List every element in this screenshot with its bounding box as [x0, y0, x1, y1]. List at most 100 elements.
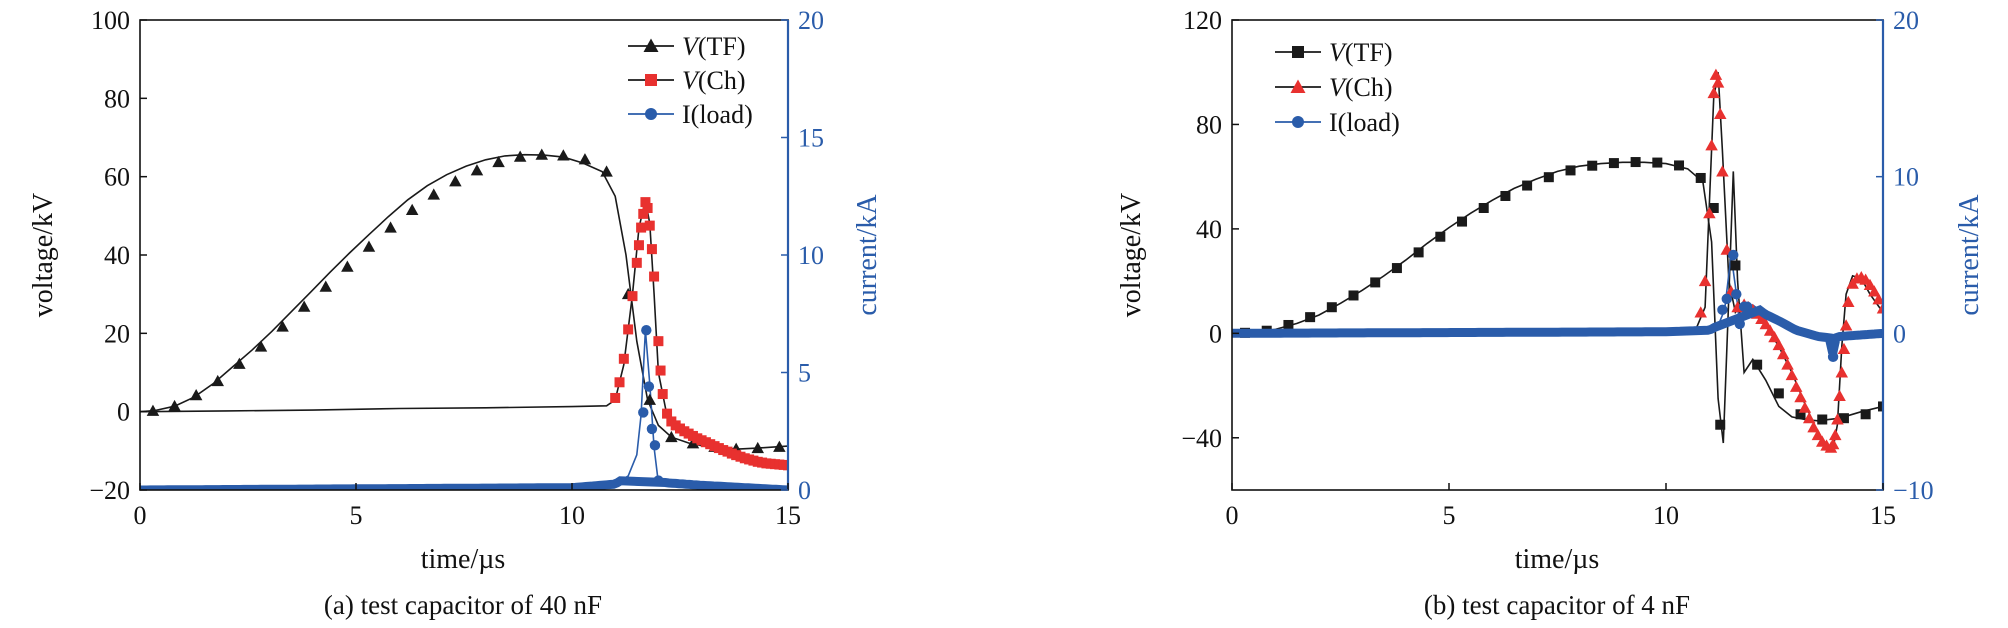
point-b-s0-30	[1860, 409, 1871, 420]
point-a-s1-7	[636, 222, 647, 233]
y2-tick-label-a-3: 15	[798, 124, 824, 153]
y-tick-label-b-2: 40	[1196, 215, 1222, 244]
point-b-s2-3	[1731, 288, 1742, 300]
point-b-s1-6	[1711, 76, 1725, 88]
legend-marker-b-2	[1292, 116, 1304, 128]
point-a-s0-11	[384, 221, 397, 233]
series-band-a-2	[140, 476, 788, 490]
point-a-s1-2	[618, 353, 629, 364]
y2-tick-label-a-0: 0	[798, 476, 811, 505]
axes-b: 0 5 10 15 −40 0 40 80 120 −10 0 10 20	[1181, 6, 1933, 530]
point-b-s1-2	[1703, 206, 1716, 219]
point-a-s0-3	[211, 374, 225, 387]
point-a-s1-4	[627, 291, 638, 302]
point-a-s1-1	[614, 377, 625, 388]
point-b-s0-18	[1630, 157, 1641, 168]
point-a-s1-8	[638, 208, 649, 219]
y2-tick-label-b-0: −10	[1893, 476, 1934, 505]
point-b-s0-27	[1795, 409, 1806, 420]
point-b-s0-21	[1695, 172, 1706, 183]
point-a-s1-14	[653, 336, 664, 347]
point-b-s1-20	[1772, 338, 1786, 351]
caption-b: (b) test capacitor of 4 nF	[1424, 590, 1690, 620]
point-b-s1-39	[1839, 319, 1853, 331]
point-a-s0-0	[146, 404, 160, 416]
point-a-s0-9	[341, 260, 354, 272]
y-tick-label-a-2: 20	[104, 319, 130, 348]
x-axis-label-b: time/µs	[1515, 544, 1600, 575]
point-b-s0-9	[1435, 231, 1446, 242]
legend-marker-a-2	[645, 108, 657, 120]
y-tick-label-a-0: −20	[89, 476, 130, 505]
x-axis-label-a: time/µs	[421, 544, 506, 575]
legend-a: V(TF) V(Ch) I(load)	[628, 32, 753, 129]
point-b-s1-40	[1842, 295, 1855, 307]
point-a-s1-17	[662, 408, 673, 419]
point-b-s0-2	[1283, 319, 1294, 330]
y-axis-label-b: voltage/kV	[1116, 193, 1147, 317]
y-tick-label-b-1: 0	[1209, 319, 1222, 348]
point-b-s1-25	[1794, 391, 1807, 403]
point-b-s1-29	[1811, 428, 1825, 441]
point-a-s0-18	[535, 148, 549, 160]
point-b-s0-14	[1543, 172, 1554, 183]
point-b-s0-26	[1773, 388, 1784, 399]
y2-tick-label-b-2: 10	[1893, 163, 1919, 192]
legend-marker-a-1	[645, 74, 657, 86]
point-a-s0-24	[665, 430, 678, 443]
point-b-s1-21	[1776, 347, 1790, 360]
point-a-s0-20	[578, 153, 592, 165]
point-b-s0-22	[1708, 203, 1719, 213]
y-axis-label-a: voltage/kV	[28, 193, 59, 317]
legend-marker-a-0	[643, 38, 659, 52]
point-b-s0-15	[1565, 165, 1576, 176]
legend-label-a-0: V(TF)	[682, 32, 746, 61]
x-tick-label-a-0: 0	[134, 501, 147, 530]
point-b-s1-18	[1763, 324, 1777, 336]
point-a-s0-1	[168, 399, 181, 412]
point-a-s1-0	[610, 392, 621, 403]
point-a-s0-12	[405, 203, 419, 215]
point-a-s2-3	[646, 423, 658, 435]
point-a-s0-21	[600, 165, 613, 177]
point-a-s0-14	[449, 175, 462, 187]
point-a-s1-6	[633, 240, 644, 251]
y-tick-label-a-3: 40	[104, 241, 130, 270]
x-tick-label-a-3: 15	[775, 501, 801, 530]
point-b-s1-24	[1789, 380, 1803, 392]
point-b-s1-1	[1698, 274, 1712, 287]
point-a-s0-7	[297, 300, 311, 312]
point-b-s1-8	[1716, 165, 1729, 177]
legend-marker-b-1	[1290, 79, 1306, 93]
y-tick-label-b-4: 120	[1183, 6, 1222, 35]
point-b-s0-7	[1391, 263, 1402, 274]
point-b-s1-23	[1785, 368, 1799, 381]
point-a-s1-15	[655, 365, 666, 376]
point-a-s1-12	[646, 244, 657, 255]
point-b-s1-4	[1707, 86, 1720, 99]
point-b-s0-29	[1838, 413, 1849, 424]
point-b-s1-17	[1759, 317, 1773, 330]
point-b-s1-36	[1833, 389, 1846, 401]
point-b-s1-48	[1876, 302, 1883, 314]
legend-label-a-2: I(load)	[682, 100, 753, 129]
x-tick-label-a-1: 5	[350, 501, 363, 530]
y2-axis-label-b: current/kA	[1954, 194, 1985, 316]
point-b-s1-28	[1807, 421, 1820, 433]
x-tick-label-b-3: 15	[1870, 501, 1896, 530]
chart-panel-b: 0 5 10 15 −40 0 40 80 120 −10 0 10 20 time/µs voltag…	[1116, 6, 1985, 620]
point-b-s2-0	[1717, 304, 1728, 316]
y-tick-label-a-5: 80	[104, 84, 130, 113]
point-a-s1-5	[631, 257, 642, 268]
point-b-s0-16	[1587, 160, 1598, 171]
plot-area-a	[140, 148, 788, 490]
point-b-s1-19	[1768, 331, 1781, 343]
point-b-s0-3	[1305, 312, 1316, 323]
legend-label-b-1: V(Ch)	[1329, 73, 1393, 102]
point-a-s1-45	[783, 460, 788, 471]
point-b-s0-28	[1817, 414, 1828, 425]
point-b-s2-2	[1728, 249, 1739, 261]
point-b-s1-7	[1714, 107, 1727, 119]
point-b-s1-22	[1781, 358, 1794, 370]
